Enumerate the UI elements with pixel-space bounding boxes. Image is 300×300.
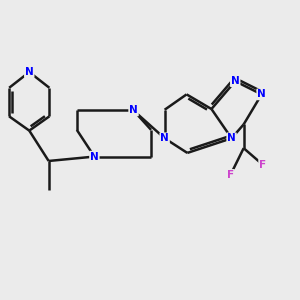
Text: N: N — [227, 133, 236, 143]
Text: N: N — [25, 67, 34, 77]
Text: N: N — [129, 106, 138, 116]
Text: F: F — [227, 170, 234, 180]
Text: N: N — [257, 89, 266, 99]
Text: N: N — [160, 133, 169, 143]
Text: N: N — [231, 76, 240, 86]
Text: F: F — [259, 160, 266, 170]
Text: N: N — [90, 152, 99, 162]
